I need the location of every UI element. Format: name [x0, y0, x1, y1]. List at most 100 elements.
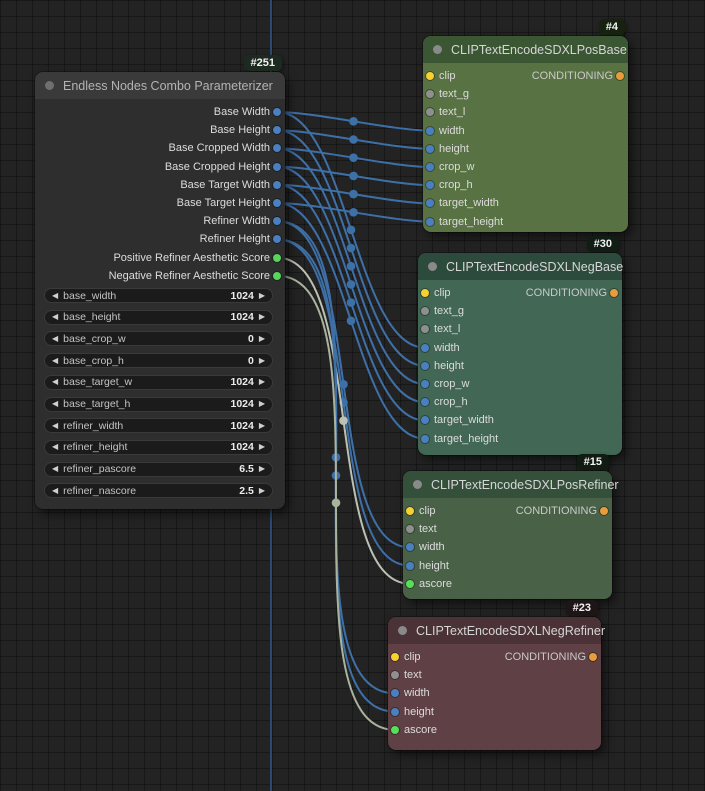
input-slot-dot[interactable]: [406, 525, 414, 534]
input-slot-dot[interactable]: [421, 325, 429, 334]
node-title-bar[interactable]: CLIPTextEncodeSDXLNegBase: [418, 253, 623, 280]
input-slot-ascore[interactable]: ascore: [403, 575, 612, 593]
input-slot-crop-w[interactable]: crop_w: [418, 375, 622, 393]
input-slot-dot[interactable]: [406, 561, 414, 570]
widget-refiner-width[interactable]: ◀ refiner_width 1024 ▶: [44, 418, 273, 434]
widget-decrement-arrow[interactable]: ◀: [52, 312, 59, 322]
node-clip-text-encode-sdxl-neg-refiner[interactable]: #23 CLIPTextEncodeSDXLNegRefiner clip text w…: [388, 600, 605, 750]
widget-decrement-arrow[interactable]: ◀: [52, 399, 59, 408]
node-clip-text-encode-sdxl-neg-base[interactable]: #30 CLIPTextEncodeSDXLNegBase clip text_g te…: [418, 236, 623, 455]
output-slot-dot[interactable]: [589, 653, 597, 661]
input-slot-dot[interactable]: [421, 434, 429, 443]
widget-increment-arrow[interactable]: ▶: [258, 312, 265, 322]
output-slot-dot[interactable]: [273, 199, 281, 207]
input-slot-crop-w[interactable]: crop_w: [423, 158, 628, 176]
widget-decrement-arrow[interactable]: ◀: [52, 290, 59, 300]
widget-increment-arrow[interactable]: ▶: [258, 355, 265, 365]
widget-decrement-arrow[interactable]: ◀: [52, 377, 59, 387]
input-slot-crop-h[interactable]: crop_h: [423, 176, 628, 194]
input-slot-dot[interactable]: [406, 543, 414, 552]
output-slot-negative-refiner-aesthetic-score[interactable]: Negative Refiner Aesthetic Score: [35, 267, 285, 285]
input-slot-ascore[interactable]: ascore: [388, 721, 601, 739]
output-slot-base-cropped-width[interactable]: Base Cropped Width: [35, 139, 285, 157]
collapse-icon[interactable]: [433, 45, 442, 54]
output-slot-conditioning[interactable]: CONDITIONING: [423, 67, 628, 85]
input-slot-dot[interactable]: [421, 289, 429, 297]
widget-increment-arrow[interactable]: ▶: [258, 442, 265, 452]
widget-base-crop-w[interactable]: ◀ base_crop_w 0 ▶: [44, 331, 273, 347]
widget-increment-arrow[interactable]: ▶: [258, 377, 265, 387]
input-slot-width[interactable]: width: [418, 339, 622, 357]
collapse-icon[interactable]: [428, 262, 437, 271]
input-slot-dot[interactable]: [426, 90, 434, 99]
output-slot-base-height[interactable]: Base Height: [35, 121, 285, 139]
widget-increment-arrow[interactable]: ▶: [258, 464, 265, 474]
output-slot-dot[interactable]: [273, 180, 281, 189]
input-slot-dot[interactable]: [426, 217, 434, 226]
node-title-bar[interactable]: CLIPTextEncodeSDXLPosRefiner: [403, 471, 619, 498]
input-slot-target-height[interactable]: target_height: [423, 213, 628, 231]
input-slot-text-g[interactable]: text_g: [423, 85, 628, 103]
input-slot-dot[interactable]: [391, 689, 399, 698]
node-title-bar[interactable]: CLIPTextEncodeSDXLPosBase: [423, 36, 628, 63]
output-slot-dot[interactable]: [273, 253, 281, 262]
widget-decrement-arrow[interactable]: ◀: [52, 485, 59, 495]
input-slot-height[interactable]: height: [423, 140, 628, 158]
output-slot-base-target-width[interactable]: Base Target Width: [35, 176, 285, 194]
input-slot-text[interactable]: text: [388, 666, 601, 684]
input-slot-dot[interactable]: [391, 725, 399, 734]
input-slot-height[interactable]: height: [403, 557, 612, 575]
collapse-icon[interactable]: [398, 626, 407, 635]
widget-base-target-h[interactable]: ◀ base_target_h 1024 ▶: [44, 396, 273, 412]
node-title-bar[interactable]: CLIPTextEncodeSDXLNegRefiner: [388, 617, 605, 644]
widget-decrement-arrow[interactable]: ◀: [52, 355, 59, 365]
input-slot-dot[interactable]: [426, 72, 434, 80]
input-slot-height[interactable]: height: [418, 357, 622, 375]
output-slot-dot[interactable]: [273, 126, 281, 135]
output-slot-dot[interactable]: [273, 271, 281, 280]
output-slot-refiner-width[interactable]: Refiner Width: [35, 212, 285, 230]
output-slot-conditioning[interactable]: CONDITIONING: [403, 502, 612, 520]
widget-increment-arrow[interactable]: ▶: [258, 399, 265, 408]
output-slot-dot[interactable]: [273, 162, 281, 171]
input-slot-target-width[interactable]: target_width: [423, 194, 628, 212]
output-slot-base-width[interactable]: Base Width: [35, 103, 285, 121]
widget-decrement-arrow[interactable]: ◀: [52, 420, 59, 430]
output-slot-base-cropped-height[interactable]: Base Cropped Height: [35, 158, 285, 176]
widget-refiner-nascore[interactable]: ◀ refiner_nascore 2.5 ▶: [44, 483, 273, 499]
input-slot-dot[interactable]: [406, 507, 414, 515]
input-slot-dot[interactable]: [406, 579, 414, 588]
input-slot-clip[interactable]: clip: [388, 648, 601, 666]
input-slot-width[interactable]: width: [388, 684, 601, 702]
input-slot-dot[interactable]: [421, 343, 429, 352]
widget-increment-arrow[interactable]: ▶: [258, 333, 265, 343]
input-slot-dot[interactable]: [421, 380, 429, 388]
input-slot-text-l[interactable]: text_l: [423, 103, 628, 121]
input-slot-dot[interactable]: [426, 108, 434, 117]
widget-decrement-arrow[interactable]: ◀: [52, 333, 59, 343]
node-title-bar[interactable]: Endless Nodes Combo Parameterizer: [35, 72, 285, 99]
output-slot-dot[interactable]: [600, 507, 608, 515]
widget-base-target-w[interactable]: ◀ base_target_w 1024 ▶: [44, 374, 273, 390]
output-slot-refiner-height[interactable]: Refiner Height: [35, 230, 285, 248]
widget-refiner-height[interactable]: ◀ refiner_height 1024 ▶: [44, 439, 273, 455]
output-slot-dot[interactable]: [610, 289, 618, 297]
input-slot-clip[interactable]: clip: [423, 67, 628, 85]
node-combo-parameterizer[interactable]: #251 Endless Nodes Combo Parameterizer Bas…: [35, 55, 285, 509]
widget-refiner-pascore[interactable]: ◀ refiner_pascore 6.5 ▶: [44, 461, 273, 477]
widget-increment-arrow[interactable]: ▶: [258, 485, 265, 495]
output-slot-dot[interactable]: [273, 235, 281, 244]
widget-base-width[interactable]: ◀ base_width 1024 ▶: [44, 288, 273, 303]
input-slot-text[interactable]: text: [403, 520, 612, 538]
input-slot-dot[interactable]: [391, 671, 399, 680]
widget-base-height[interactable]: ◀ base_height 1024 ▶: [44, 309, 273, 325]
output-slot-dot[interactable]: [616, 72, 624, 80]
input-slot-clip[interactable]: clip: [403, 502, 612, 520]
output-slot-conditioning[interactable]: CONDITIONING: [418, 284, 622, 302]
input-slot-dot[interactable]: [426, 126, 434, 135]
output-slot-positive-refiner-aesthetic-score[interactable]: Positive Refiner Aesthetic Score: [35, 249, 285, 267]
output-slot-conditioning[interactable]: CONDITIONING: [388, 648, 601, 666]
input-slot-crop-h[interactable]: crop_h: [418, 393, 622, 411]
collapse-icon[interactable]: [413, 480, 422, 489]
